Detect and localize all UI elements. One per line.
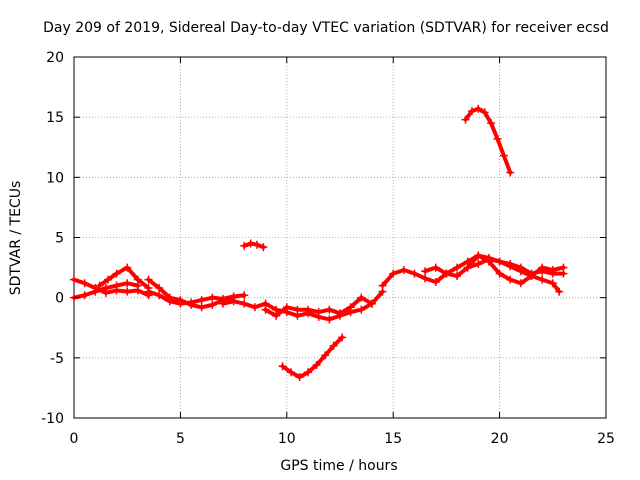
x-tick-label: 25 bbox=[597, 431, 615, 447]
series-segment bbox=[157, 293, 172, 304]
series-segment bbox=[380, 271, 396, 288]
series-segment bbox=[114, 265, 130, 276]
series-segment bbox=[135, 277, 151, 291]
y-tick-label: 0 bbox=[55, 291, 64, 307]
data-point bbox=[240, 291, 249, 300]
series-segment bbox=[497, 271, 513, 282]
data-point bbox=[259, 243, 268, 252]
series-segment bbox=[482, 110, 494, 126]
chart-title: Day 209 of 2019, Sidereal Day-to-day VTE… bbox=[43, 20, 609, 36]
series-segment bbox=[369, 289, 385, 306]
series-segment bbox=[135, 288, 151, 298]
y-tick-label: 5 bbox=[55, 231, 64, 247]
series-segment bbox=[348, 295, 364, 310]
series-trace-12 bbox=[463, 255, 564, 296]
series-segment bbox=[550, 281, 562, 294]
series-segment bbox=[331, 335, 345, 348]
series-segment bbox=[157, 286, 172, 300]
data-marks bbox=[70, 104, 568, 382]
y-axis-label: SDTVAR / TECUs bbox=[8, 181, 24, 296]
ticks: 0 5 10 15 20 25 -10 -5 0 5 10 15 20 bbox=[41, 50, 615, 447]
series-segment bbox=[263, 307, 279, 318]
series-trace-7 bbox=[261, 293, 376, 320]
y-tick-label: -5 bbox=[50, 351, 64, 367]
series-segment bbox=[518, 265, 534, 276]
y-tick-label: 15 bbox=[46, 110, 64, 126]
series-segment bbox=[433, 265, 449, 276]
data-point bbox=[559, 263, 568, 272]
series-segment bbox=[433, 271, 449, 285]
series-segment bbox=[486, 259, 502, 276]
series-trace-3 bbox=[95, 263, 153, 293]
series-segment bbox=[359, 295, 374, 306]
series-segment bbox=[125, 265, 140, 282]
series-segment bbox=[146, 277, 162, 291]
data-point bbox=[555, 287, 564, 296]
series-segment bbox=[263, 301, 279, 312]
series-segment bbox=[274, 305, 289, 318]
series-segment bbox=[489, 121, 500, 141]
x-tick-label: 20 bbox=[491, 431, 509, 447]
series-trace-5 bbox=[144, 287, 249, 308]
series-trace-13 bbox=[461, 104, 515, 177]
series-trace-8 bbox=[240, 239, 268, 252]
data-point bbox=[367, 299, 376, 308]
series-segment bbox=[501, 153, 513, 175]
series-segment bbox=[338, 305, 353, 316]
x-tick-label: 15 bbox=[384, 431, 402, 447]
y-tick-label: -10 bbox=[41, 411, 64, 427]
x-tick-label: 10 bbox=[278, 431, 296, 447]
y-tick-label: 10 bbox=[46, 170, 64, 186]
data-point bbox=[338, 333, 347, 342]
series-segment bbox=[455, 265, 470, 279]
series-trace-9 bbox=[278, 333, 347, 382]
series-segment bbox=[323, 343, 336, 358]
x-tick-label: 0 bbox=[70, 431, 79, 447]
series-segment bbox=[314, 353, 328, 368]
x-tick-label: 5 bbox=[176, 431, 185, 447]
series-segment bbox=[455, 259, 470, 270]
series-segment bbox=[495, 136, 506, 158]
x-axis-label: GPS time / hours bbox=[280, 458, 397, 474]
grid bbox=[74, 57, 606, 418]
data-point bbox=[506, 168, 515, 177]
y-tick-label: 20 bbox=[46, 50, 64, 66]
